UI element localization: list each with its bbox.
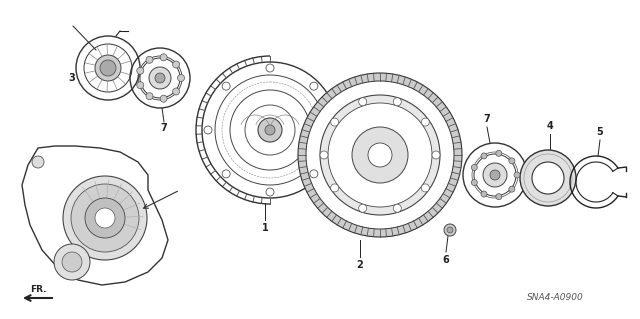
Circle shape bbox=[432, 151, 440, 159]
Circle shape bbox=[137, 67, 144, 74]
Circle shape bbox=[394, 204, 401, 212]
Circle shape bbox=[63, 176, 147, 260]
Circle shape bbox=[54, 244, 90, 280]
Circle shape bbox=[155, 73, 165, 83]
Circle shape bbox=[306, 81, 454, 229]
Circle shape bbox=[481, 191, 487, 197]
Circle shape bbox=[496, 150, 502, 156]
Circle shape bbox=[532, 162, 564, 194]
Text: FR.: FR. bbox=[29, 286, 46, 294]
Circle shape bbox=[368, 143, 392, 167]
Circle shape bbox=[328, 103, 432, 207]
Circle shape bbox=[320, 151, 328, 159]
Text: 1: 1 bbox=[262, 223, 268, 233]
Text: 2: 2 bbox=[356, 260, 364, 270]
Circle shape bbox=[258, 118, 282, 142]
Circle shape bbox=[421, 118, 429, 126]
Text: 6: 6 bbox=[443, 255, 449, 265]
Circle shape bbox=[85, 198, 125, 238]
Circle shape bbox=[71, 184, 139, 252]
Circle shape bbox=[471, 180, 477, 186]
Circle shape bbox=[514, 172, 520, 178]
Circle shape bbox=[149, 67, 171, 89]
Circle shape bbox=[173, 88, 180, 95]
Circle shape bbox=[204, 126, 212, 134]
Circle shape bbox=[266, 188, 274, 196]
Circle shape bbox=[352, 127, 408, 183]
Text: 5: 5 bbox=[596, 127, 604, 137]
Text: SNA4-A0900: SNA4-A0900 bbox=[527, 293, 584, 302]
Circle shape bbox=[160, 54, 167, 61]
Circle shape bbox=[421, 184, 429, 192]
Circle shape bbox=[100, 60, 116, 76]
Circle shape bbox=[160, 95, 167, 102]
Circle shape bbox=[173, 61, 180, 68]
Circle shape bbox=[481, 153, 487, 159]
Circle shape bbox=[444, 224, 456, 236]
Circle shape bbox=[310, 82, 318, 90]
Circle shape bbox=[146, 93, 153, 100]
Circle shape bbox=[509, 186, 515, 192]
Circle shape bbox=[310, 170, 318, 178]
Circle shape bbox=[62, 252, 82, 272]
Circle shape bbox=[358, 204, 367, 212]
Text: 7: 7 bbox=[484, 114, 490, 124]
Text: 7: 7 bbox=[161, 123, 168, 133]
Circle shape bbox=[490, 170, 500, 180]
Circle shape bbox=[520, 150, 576, 206]
Circle shape bbox=[496, 194, 502, 200]
Circle shape bbox=[394, 98, 401, 106]
Circle shape bbox=[177, 75, 184, 81]
Polygon shape bbox=[22, 146, 168, 285]
Circle shape bbox=[137, 82, 144, 89]
Circle shape bbox=[95, 55, 121, 81]
Text: 3: 3 bbox=[68, 73, 76, 83]
Circle shape bbox=[298, 73, 462, 237]
Circle shape bbox=[222, 170, 230, 178]
Circle shape bbox=[222, 82, 230, 90]
Circle shape bbox=[320, 95, 440, 215]
Circle shape bbox=[266, 64, 274, 72]
Circle shape bbox=[331, 118, 339, 126]
Circle shape bbox=[95, 208, 115, 228]
Text: 4: 4 bbox=[547, 121, 554, 131]
Circle shape bbox=[447, 227, 453, 233]
Circle shape bbox=[32, 156, 44, 168]
Circle shape bbox=[146, 56, 153, 63]
Circle shape bbox=[483, 163, 507, 187]
Circle shape bbox=[265, 125, 275, 135]
Circle shape bbox=[328, 126, 336, 134]
Circle shape bbox=[358, 98, 367, 106]
Circle shape bbox=[331, 184, 339, 192]
Circle shape bbox=[471, 165, 477, 170]
Circle shape bbox=[509, 158, 515, 164]
